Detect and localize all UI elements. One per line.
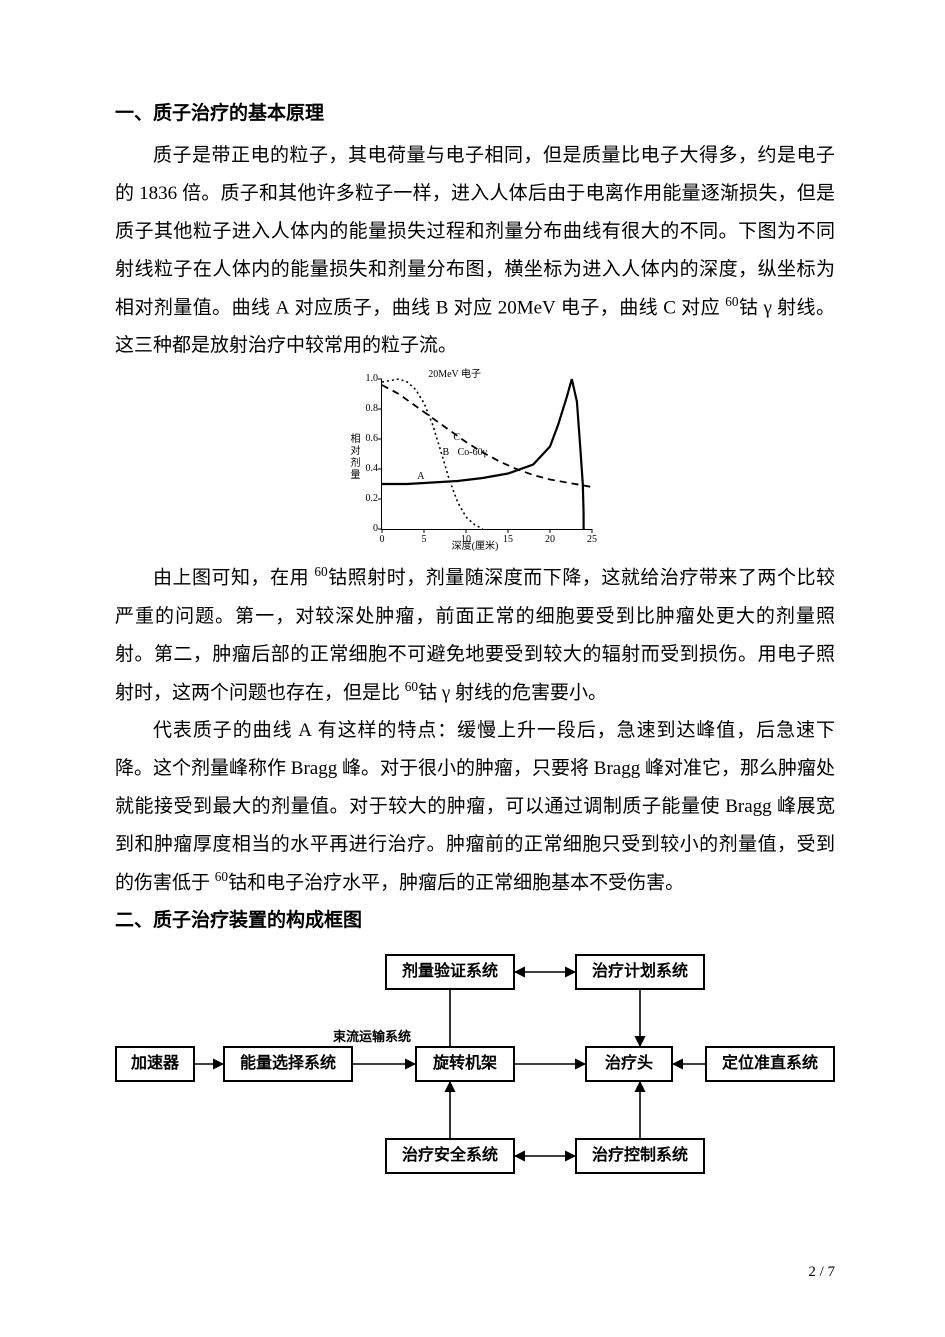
chart-annotation: Co-60γ — [458, 448, 487, 458]
heading-2: 二、质子治疗装置的构成框图 — [115, 902, 835, 940]
p1-mid3: 对应 — [448, 297, 497, 318]
p3-bragg3: Bragg — [725, 796, 771, 817]
paragraph-2: 由上图可知，在用 60钴照射时，剂量随深度而下降，这就给治疗带来了两个比较严重的… — [115, 559, 835, 712]
diagram-node-pos: 定位准直系统 — [705, 1046, 835, 1082]
dose-depth-chart: 相对剂量 00.20.40.60.81.0051015202520MeV 电子A… — [115, 373, 835, 553]
chart-ytick: 0.6 — [352, 434, 378, 444]
diagram-node-dose: 剂量验证系统 — [385, 954, 515, 990]
diagram-node-energy: 能量选择系统 — [223, 1046, 353, 1082]
p3-bragg1: Bragg — [291, 758, 337, 779]
paragraph-3: 代表质子的曲线 A 有这样的特点：缓慢上升一段后，急速到达峰值，后急速下降。这个… — [115, 712, 835, 902]
diagram-node-gantry: 旋转机架 — [415, 1046, 515, 1082]
chart-ytick: 0.2 — [352, 494, 378, 504]
p2-sup: 60 — [314, 564, 327, 579]
page-sep: / — [816, 1264, 828, 1280]
diagram-node-head: 治疗头 — [585, 1046, 673, 1082]
p1-mid2: 对应质子，曲线 — [289, 297, 435, 318]
heading-1: 一、质子治疗的基本原理 — [115, 95, 835, 133]
p1-C: C — [663, 297, 676, 318]
p1-num: 1836 — [139, 183, 177, 204]
diagram-node-plan: 治疗计划系统 — [575, 954, 705, 990]
document-page: 一、质子治疗的基本原理 质子是带正电的粒子，其电荷量与电子相同，但是质量比电子大… — [0, 0, 945, 1337]
p1-iso-sup: 60 — [725, 294, 738, 309]
diagram-node-safety: 治疗安全系统 — [385, 1138, 515, 1174]
chart-annotation: C — [453, 433, 460, 443]
chart-annotation: A — [417, 472, 424, 482]
diagram-edge-label: 束流运输系统 — [333, 1024, 411, 1050]
chart-ytick: 1.0 — [352, 374, 378, 384]
paragraph-1: 质子是带正电的粒子，其电荷量与电子相同，但是质量比电子大得多，约是电子的 183… — [115, 137, 835, 365]
p3-pre: 代表质子的曲线 — [153, 720, 298, 741]
p3-bragg2: Bragg — [594, 758, 640, 779]
p3-mid2: 峰。对于很小的肿瘤，只要将 — [337, 758, 594, 779]
p1-B: B — [436, 297, 449, 318]
p1-energy: 20MeV — [498, 297, 556, 318]
chart-annotation: 20MeV 电子 — [428, 370, 481, 380]
page-number: 2 / 7 — [808, 1257, 835, 1287]
p2-tail: 钴 γ 射线的危害要小。 — [418, 682, 607, 703]
page-current: 2 — [808, 1264, 816, 1280]
p2-sup2: 60 — [405, 679, 418, 694]
p3-sup: 60 — [215, 869, 228, 884]
page-total: 7 — [828, 1264, 836, 1280]
p1-mid4: 电子，曲线 — [556, 297, 664, 318]
p2-pre: 由上图可知，在用 — [153, 568, 314, 589]
p1-A: A — [276, 297, 290, 318]
p3-A: A — [298, 720, 312, 741]
chart-xlabel: 深度(厘米) — [345, 537, 605, 557]
chart-annotation: B — [442, 448, 449, 458]
diagram-node-ctrl: 治疗控制系统 — [575, 1138, 705, 1174]
chart-ytick: 0 — [352, 524, 378, 534]
p1-mid5: 对应 — [676, 297, 725, 318]
diagram-node-accel: 加速器 — [115, 1046, 195, 1082]
p3-tail: 钴和电子治疗水平，肿瘤后的正常细胞基本不受伤害。 — [228, 872, 684, 893]
chart-ytick: 0.8 — [352, 404, 378, 414]
system-block-diagram: 剂量验证系统 治疗计划系统加速器能量选择系统 旋转机架 治疗头定位准直系统治疗安全系统… — [115, 954, 835, 1174]
chart-series-C — [382, 385, 592, 487]
chart-ytick: 0.4 — [352, 464, 378, 474]
